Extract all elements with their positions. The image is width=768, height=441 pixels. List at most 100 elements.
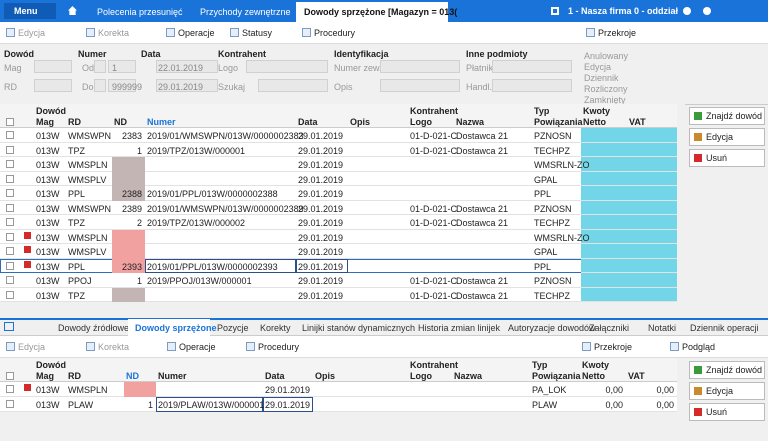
status-checkbox[interactable]: Rozliczony — [584, 84, 628, 94]
column-header[interactable]: VAT — [629, 117, 646, 127]
column-header[interactable]: Nazwa — [456, 117, 485, 127]
column-header[interactable]: RD — [68, 117, 81, 127]
side-button-label[interactable]: Edycja — [706, 386, 734, 396]
filter-input[interactable] — [258, 79, 328, 92]
title-icon[interactable] — [703, 7, 711, 15]
filter-input[interactable] — [156, 79, 218, 92]
row-checkbox[interactable] — [6, 247, 14, 255]
title-icon[interactable] — [683, 7, 691, 15]
row-checkbox[interactable] — [6, 385, 14, 393]
filter-input[interactable] — [246, 60, 328, 73]
status-checkbox[interactable]: Zamknięty — [584, 95, 626, 105]
toolbar-button[interactable]: Podgląd — [682, 342, 716, 352]
window-controls[interactable] — [724, 4, 764, 18]
bottom-tab[interactable]: Linijki stanów dynamicznych — [302, 323, 416, 333]
row-checkbox[interactable] — [6, 160, 14, 168]
row-checkbox[interactable] — [6, 145, 14, 154]
tab-menu-icon[interactable] — [4, 322, 14, 331]
column-header[interactable]: Nazwa — [454, 371, 483, 381]
column-header[interactable]: Opis — [315, 371, 336, 381]
side-button-label[interactable]: Znajdź dowód — [706, 111, 763, 121]
grid-row[interactable] — [0, 143, 677, 157]
filter-input[interactable] — [34, 60, 72, 73]
side-button[interactable] — [689, 107, 765, 125]
column-header[interactable]: ND — [114, 117, 127, 127]
filter-input[interactable] — [156, 60, 218, 73]
top-tab[interactable]: Polecenia przesunięć — [97, 7, 183, 17]
grid-row[interactable] — [0, 128, 677, 143]
toolbar-button[interactable]: Edycja — [18, 342, 46, 352]
toolbar-button[interactable]: Korekta — [98, 28, 130, 38]
filter-input[interactable] — [94, 60, 106, 73]
grid-row[interactable] — [0, 201, 677, 215]
row-checkbox[interactable] — [6, 218, 14, 226]
grid-row[interactable] — [0, 186, 677, 201]
bottom-tab[interactable]: Dowody sprzężone — [135, 323, 217, 333]
filter-value[interactable]: 29.01.2019 — [158, 82, 204, 92]
toolbar-button[interactable]: Korekta — [98, 342, 130, 352]
bottom-tab[interactable]: Historia zmian linijek — [418, 323, 501, 333]
bottom-tab[interactable]: Załączniki — [589, 323, 630, 333]
column-header[interactable]: Mag — [36, 371, 54, 381]
row-checkbox[interactable] — [6, 131, 14, 139]
column-header[interactable]: Numer — [147, 117, 176, 127]
bottom-tab[interactable]: Notatki — [648, 323, 677, 333]
column-header[interactable]: Logo — [410, 371, 432, 381]
column-header[interactable]: RD — [68, 371, 81, 381]
top-tab[interactable]: Przychody zewnętrzne — [200, 7, 291, 17]
toolbar-button[interactable]: Operacje — [179, 342, 216, 352]
filter-input[interactable] — [380, 79, 460, 92]
menu-text[interactable]: Menu — [14, 6, 38, 16]
top-tab[interactable]: Dowody sprzężone [Magazyn = 013( — [304, 7, 458, 17]
side-button[interactable] — [689, 403, 765, 421]
column-header[interactable]: Netto — [582, 371, 605, 381]
side-button-label[interactable]: Znajdź dowód — [706, 365, 763, 375]
row-checkbox[interactable] — [6, 232, 14, 241]
grid-row[interactable] — [0, 244, 677, 259]
header-checkbox[interactable] — [6, 372, 14, 380]
grid-row[interactable] — [0, 382, 677, 397]
column-header[interactable]: Data — [265, 371, 285, 381]
side-button[interactable] — [689, 128, 765, 146]
bottom-tab[interactable]: Korekty — [260, 323, 291, 333]
column-header[interactable]: Powiązania — [532, 371, 581, 381]
column-header[interactable]: VAT — [628, 371, 645, 381]
status-checkbox[interactable]: Anulowany — [584, 51, 629, 61]
toolbar-button[interactable]: Przekroje — [598, 28, 637, 38]
column-header[interactable]: Mag — [36, 117, 54, 127]
column-header[interactable]: Logo — [410, 117, 432, 127]
bottom-tab[interactable]: Dowody źródłowe — [58, 323, 130, 333]
menu-button[interactable] — [4, 3, 56, 19]
row-checkbox[interactable] — [6, 290, 14, 299]
side-button-label[interactable]: Usuń — [706, 153, 728, 163]
grid-row[interactable] — [0, 157, 677, 172]
filter-input[interactable] — [492, 79, 572, 92]
header-checkbox[interactable] — [6, 118, 14, 126]
grid-row[interactable] — [0, 230, 677, 244]
status-checkbox[interactable]: Edycja — [584, 62, 612, 72]
row-checkbox[interactable] — [6, 174, 14, 183]
filter-input[interactable] — [34, 79, 72, 92]
row-checkbox[interactable] — [6, 189, 14, 197]
filter-value[interactable]: 22.01.2019 — [158, 63, 204, 73]
side-button[interactable] — [689, 382, 765, 400]
toolbar-button[interactable]: Edycja — [18, 28, 46, 38]
column-header[interactable]: Opis — [350, 117, 371, 127]
filter-input[interactable] — [492, 60, 572, 73]
filter-value[interactable]: 999999 — [112, 82, 143, 92]
status-checkbox[interactable]: Dziennik — [584, 73, 619, 83]
grid-row[interactable] — [0, 288, 677, 302]
side-button-label[interactable]: Edycja — [706, 132, 734, 142]
row-checkbox[interactable] — [6, 276, 14, 284]
column-header[interactable]: Numer — [158, 371, 187, 381]
company[interactable]: 1 - Nasza firma 0 - oddział — [568, 6, 679, 16]
bottom-tab[interactable]: Autoryzacje dowodów — [508, 323, 596, 333]
toolbar-button[interactable]: Operacje — [178, 28, 215, 38]
side-button[interactable] — [689, 149, 765, 167]
toolbar-button[interactable]: Przekroje — [594, 342, 633, 352]
column-header[interactable]: Data — [298, 117, 318, 127]
filter-input[interactable] — [108, 79, 136, 92]
grid-row[interactable] — [0, 397, 677, 412]
grid-row[interactable] — [0, 273, 677, 288]
toolbar-button[interactable]: Procedury — [258, 342, 300, 352]
